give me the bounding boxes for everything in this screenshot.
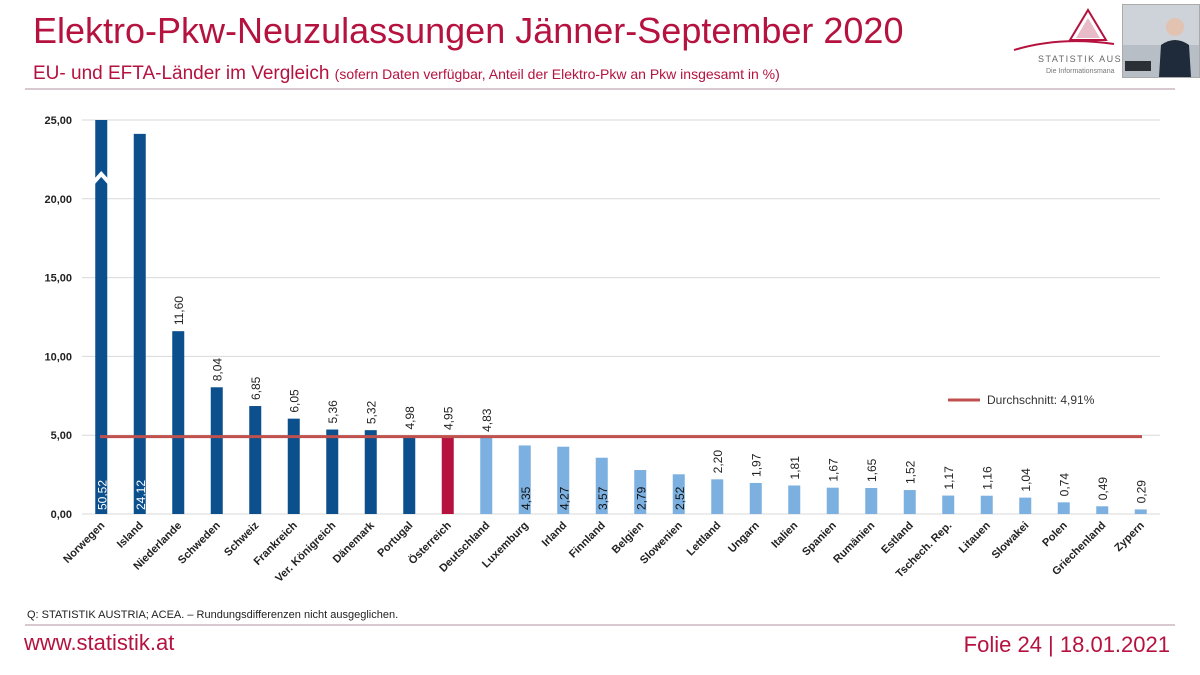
bottom-divider	[25, 624, 1175, 626]
value-label: 8,04	[211, 358, 225, 382]
y-tick-label: 15,00	[44, 273, 72, 285]
category-label: Litauen	[957, 519, 993, 555]
y-tick-label: 10,00	[44, 351, 72, 363]
bar	[1096, 506, 1109, 514]
value-label: 1,52	[904, 460, 918, 484]
category-label: Irland	[540, 520, 570, 550]
bar	[1134, 509, 1147, 514]
value-label: 1,97	[750, 453, 764, 477]
y-tick-label: 0,00	[51, 509, 72, 521]
slide-subtitle: EU- und EFTA-Länder im Vergleich (sofern…	[33, 63, 780, 85]
value-label: 0,29	[1135, 480, 1149, 504]
category-label: Norwegen	[61, 519, 107, 565]
category-label: Finnland	[567, 520, 608, 561]
y-tick-label: 20,00	[44, 194, 72, 206]
value-label: 6,85	[249, 376, 263, 400]
speaker-avatar-icon	[1123, 5, 1199, 77]
website-link[interactable]: www.statistik.at	[24, 630, 175, 655]
category-label: Schweden	[176, 519, 223, 566]
bar	[672, 474, 685, 514]
value-label: 1,81	[788, 456, 802, 480]
bar	[518, 445, 531, 514]
value-label: 1,67	[827, 458, 841, 482]
category-label: Slowakei	[990, 520, 1032, 562]
value-label: 0,49	[1096, 477, 1110, 501]
bar	[441, 435, 454, 514]
bar	[788, 485, 801, 514]
value-label: 4,27	[557, 486, 571, 510]
bar	[865, 487, 878, 514]
bar	[249, 406, 262, 514]
bar	[711, 479, 724, 514]
bar	[172, 331, 185, 514]
bar-chart: 0,00 5,00 10,00 15,00 20,00 25,00 50,52 Norwege…	[44, 115, 1160, 585]
speaker-video-thumbnail	[1122, 4, 1200, 78]
bar	[1057, 502, 1070, 514]
source-note: Q: STATISTIK AUSTRIA; ACEA. – Rundungsdi…	[27, 609, 399, 621]
logo-tagline: Die Informationsmana	[1046, 68, 1115, 75]
bar	[133, 133, 146, 514]
value-label: 1,17	[942, 466, 956, 490]
category-label: Schweiz	[222, 519, 262, 559]
value-label: 4,98	[403, 406, 417, 430]
slide-number-date: Folie 24 | 18.01.2021	[963, 632, 1170, 657]
value-label: 2,79	[634, 486, 648, 510]
value-label: 50,52	[95, 480, 109, 510]
bar	[942, 495, 955, 514]
category-label: Dänemark	[331, 519, 378, 566]
axis-break-mark	[92, 171, 111, 187]
category-label: Slowenien	[638, 519, 685, 566]
category-label: Belgien	[610, 519, 647, 556]
bar	[595, 457, 608, 514]
category-label: Rumänien	[831, 519, 877, 565]
value-label: 2,20	[711, 450, 725, 474]
value-label: 3,57	[596, 486, 610, 510]
bar	[95, 120, 108, 514]
bar	[749, 482, 762, 514]
bar	[1019, 497, 1032, 514]
bar	[287, 418, 300, 514]
bar	[980, 495, 993, 514]
value-label: 1,04	[1019, 468, 1033, 492]
value-label: 5,36	[326, 400, 340, 424]
slide-title: Elektro-Pkw-Neuzulassungen Jänner-Septem…	[33, 10, 904, 51]
top-divider	[25, 88, 1175, 90]
category-label: Lettland	[685, 520, 724, 559]
bar	[326, 429, 339, 514]
bar	[403, 435, 416, 514]
y-tick-label: 5,00	[51, 430, 72, 442]
category-label: Italien	[769, 519, 800, 550]
statistik-austria-logo	[1013, 8, 1115, 51]
value-label: 11,60	[172, 296, 186, 325]
value-label: 24,12	[134, 480, 148, 510]
bar	[634, 470, 647, 514]
bar	[210, 387, 223, 514]
bar	[903, 490, 916, 514]
value-label: 6,05	[288, 389, 302, 413]
value-label: 2,52	[673, 486, 687, 510]
category-label: Spanien	[800, 519, 839, 558]
y-tick-label: 25,00	[44, 115, 72, 127]
value-label: 5,32	[365, 400, 379, 424]
category-label: Estland	[879, 520, 916, 557]
value-label: 1,16	[981, 466, 995, 490]
bar	[557, 446, 570, 514]
subtitle-main: EU- und EFTA-Länder im Vergleich	[33, 63, 330, 84]
category-label: Ungarn	[726, 519, 762, 555]
bar	[364, 430, 377, 514]
bar	[480, 437, 493, 514]
category-label: Island	[115, 520, 146, 551]
value-label: 4,35	[519, 486, 533, 510]
logo-text: STATISTIK AUS	[1038, 54, 1123, 64]
value-label: 4,83	[480, 408, 494, 432]
category-label: Zypern	[1112, 519, 1147, 554]
bar	[826, 487, 839, 514]
value-label: 1,65	[865, 458, 879, 482]
value-label: 0,74	[1058, 473, 1072, 497]
value-label: 4,95	[442, 406, 456, 430]
category-label: Portugal	[375, 520, 415, 560]
legend-label: Durchschnitt: 4,91%	[987, 393, 1095, 407]
category-label: Polen	[1040, 519, 1070, 549]
subtitle-note: (sofern Daten verfügbar, Anteil der Elek…	[334, 66, 780, 82]
